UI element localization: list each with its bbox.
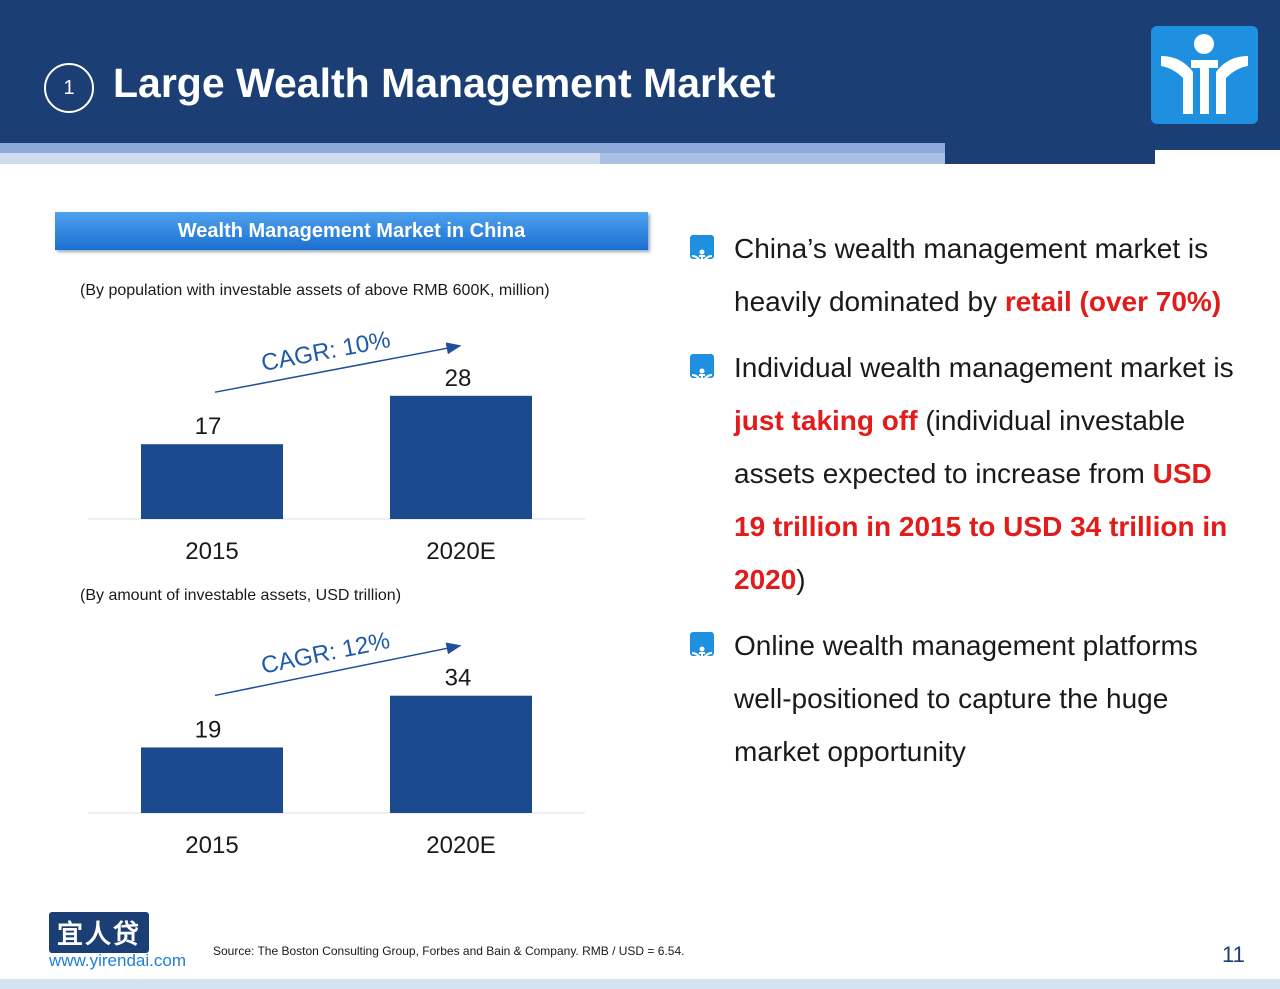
category-label: 2020E bbox=[426, 538, 495, 565]
bar bbox=[390, 395, 532, 519]
cagr-arrow bbox=[214, 342, 462, 393]
key-point-text: Online wealth management platforms well-… bbox=[734, 630, 1198, 767]
highlight-text: just taking off bbox=[734, 405, 918, 436]
key-point-text: China’s wealth management market is heav… bbox=[734, 233, 1209, 317]
key-point: Online wealth management platforms well-… bbox=[690, 619, 1250, 778]
highlight-text: retail (over 70%) bbox=[1004, 286, 1222, 317]
chart-panel-title: Wealth Management Market in China bbox=[55, 212, 648, 250]
key-points-list: China’s wealth management market is heav… bbox=[690, 222, 1250, 791]
footer-band bbox=[0, 979, 1280, 989]
footer-logo: 宜人贷 bbox=[49, 912, 150, 953]
bullet-logo-icon bbox=[690, 235, 714, 259]
header-stripe bbox=[945, 150, 1155, 164]
data-label: 19 bbox=[195, 716, 222, 743]
highlight-text: USD 19 trillion in 2015 to USD 34 trilli… bbox=[734, 458, 1228, 595]
category-label: 2015 bbox=[185, 538, 238, 565]
chart-note-population: (By population with investable assets of… bbox=[80, 282, 550, 299]
bullet-logo-icon bbox=[690, 354, 714, 378]
bar bbox=[390, 695, 532, 813]
page-title: Large Wealth Management Market bbox=[113, 60, 776, 106]
key-point-text: Individual wealth management market is bbox=[734, 352, 1234, 383]
cagr-label: CAGR: 12% bbox=[259, 627, 392, 679]
key-point-text: (individual investable assets expected t… bbox=[734, 405, 1186, 489]
footer-url: www.yirendai.com bbox=[49, 951, 186, 970]
key-point: Individual wealth management market is j… bbox=[690, 341, 1250, 606]
key-point: China’s wealth management market is heav… bbox=[690, 222, 1250, 328]
category-label: 2020E bbox=[426, 832, 495, 859]
bar bbox=[141, 747, 283, 813]
source-note: Source: The Boston Consulting Group, For… bbox=[213, 944, 685, 958]
cagr-arrow bbox=[214, 642, 462, 697]
category-label: 2015 bbox=[185, 832, 238, 859]
key-point-text: ) bbox=[796, 564, 806, 595]
header-stripe bbox=[0, 153, 600, 164]
company-logo-icon bbox=[1151, 26, 1258, 124]
data-label: 17 bbox=[195, 413, 222, 440]
header-stripe bbox=[0, 143, 945, 153]
bullet-logo-icon bbox=[690, 632, 714, 656]
cagr-label: CAGR: 10% bbox=[259, 326, 392, 377]
chart-note-assets: (By amount of investable assets, USD tri… bbox=[80, 587, 402, 604]
data-label: 34 bbox=[445, 665, 472, 692]
section-number: 1 bbox=[44, 63, 94, 113]
header-band bbox=[0, 0, 1280, 150]
page-number: 11 bbox=[1222, 942, 1245, 967]
header-stripe bbox=[600, 153, 945, 164]
data-label: 28 bbox=[445, 365, 472, 392]
footer-logo-text: 宜人贷 bbox=[49, 912, 150, 953]
bar bbox=[141, 444, 283, 519]
